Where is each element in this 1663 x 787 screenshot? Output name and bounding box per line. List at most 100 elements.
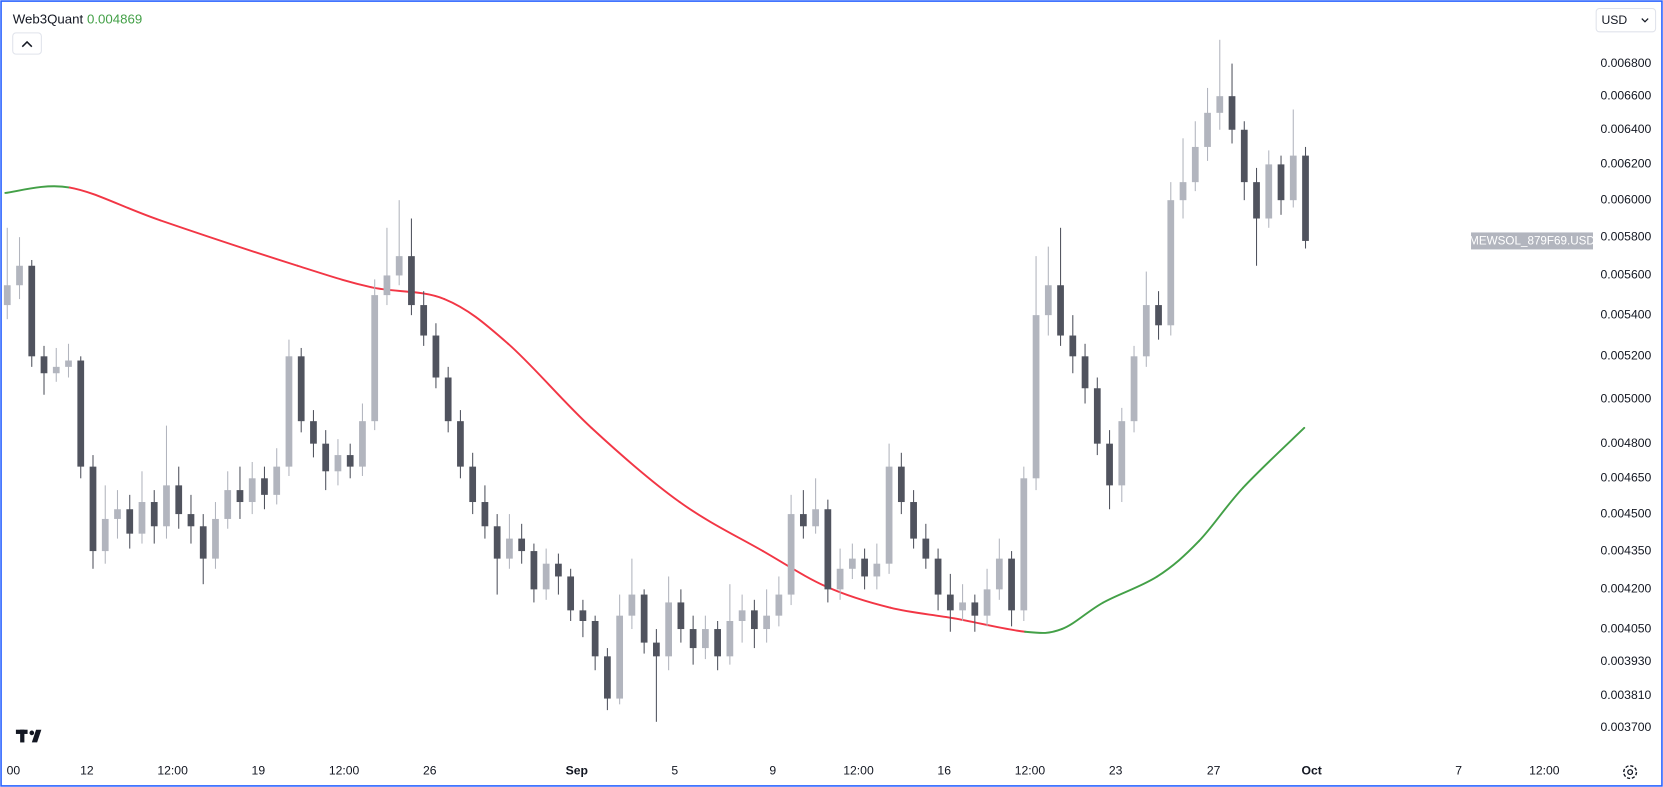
currency-select[interactable]: USD bbox=[1595, 7, 1657, 33]
currency-box[interactable] bbox=[1595, 7, 1657, 33]
indicator-line bbox=[4, 185, 71, 194]
indicator-line bbox=[507, 342, 593, 429]
candle-body bbox=[175, 485, 183, 515]
collapse-button-box[interactable] bbox=[12, 32, 42, 55]
candle-body bbox=[959, 602, 966, 611]
candle-body bbox=[530, 551, 538, 590]
candle-body bbox=[334, 455, 342, 472]
candle-body bbox=[1130, 356, 1138, 422]
candle-body bbox=[995, 558, 1003, 590]
candle-body bbox=[346, 455, 354, 467]
y-tick-label: 0.004050 bbox=[1600, 621, 1651, 635]
indicator-line bbox=[1197, 486, 1245, 543]
y-tick-label: 0.005200 bbox=[1600, 349, 1651, 363]
candle-body bbox=[775, 594, 783, 616]
indicator-line bbox=[1024, 628, 1063, 634]
candle-body bbox=[248, 478, 256, 503]
y-tick-label: 0.003930 bbox=[1600, 654, 1651, 668]
y-tick-label: 0.006600 bbox=[1600, 88, 1651, 102]
candle-body bbox=[1093, 388, 1101, 444]
candle-body bbox=[824, 509, 832, 590]
indicator-line bbox=[889, 606, 955, 620]
y-tick-label: 0.004200 bbox=[1600, 582, 1651, 596]
candle-body bbox=[493, 526, 501, 559]
currency-label: USD bbox=[1601, 13, 1627, 27]
candle-body bbox=[1240, 129, 1248, 183]
candle-body bbox=[1204, 112, 1211, 147]
candle-body bbox=[1302, 155, 1309, 241]
candle-body bbox=[1228, 96, 1236, 130]
candle-body bbox=[28, 265, 36, 357]
x-tick-label: 12:00 bbox=[843, 763, 874, 777]
candle-body bbox=[187, 514, 195, 527]
candle-body bbox=[1277, 164, 1285, 201]
candle-body bbox=[199, 526, 207, 559]
candle-body bbox=[702, 629, 709, 649]
x-tick-label: 5 bbox=[671, 763, 678, 777]
candle-body bbox=[567, 576, 575, 611]
candle-body bbox=[1142, 305, 1150, 357]
x-tick-label: 12:00 bbox=[157, 763, 188, 777]
y-tick-label: 0.006800 bbox=[1600, 56, 1651, 70]
candle-body bbox=[420, 305, 428, 336]
candle-body bbox=[297, 356, 305, 422]
candle-body bbox=[714, 629, 721, 657]
settings-button[interactable] bbox=[1623, 765, 1638, 780]
indicator-line bbox=[761, 550, 828, 588]
candle-body bbox=[273, 466, 281, 495]
candle-body bbox=[310, 421, 317, 444]
candle-body bbox=[1069, 335, 1077, 357]
y-tick-label: 0.004800 bbox=[1600, 436, 1651, 450]
x-tick-label: Oct bbox=[1301, 763, 1321, 777]
x-tick-label: 27 bbox=[1207, 763, 1221, 777]
candle-body bbox=[77, 360, 85, 467]
candle-body bbox=[1057, 285, 1064, 336]
candle-body bbox=[1265, 164, 1273, 219]
logo-part bbox=[29, 730, 35, 736]
y-tick-label: 0.006400 bbox=[1600, 122, 1651, 136]
candle-body bbox=[89, 466, 97, 552]
candle-body bbox=[261, 478, 268, 495]
candle-body bbox=[885, 466, 893, 564]
candle-body bbox=[555, 563, 562, 577]
candle-body bbox=[946, 594, 954, 611]
gear-icon[interactable] bbox=[1623, 765, 1638, 780]
candle-body bbox=[591, 621, 599, 657]
candle-body bbox=[101, 518, 109, 552]
candle-body bbox=[836, 568, 844, 590]
x-tick-label: 12:00 bbox=[329, 763, 360, 777]
indicator-line bbox=[825, 585, 892, 609]
x-tick-label: 26 bbox=[423, 763, 437, 777]
candle-body bbox=[1020, 478, 1028, 611]
y-tick-label: 0.005600 bbox=[1600, 268, 1651, 282]
candle-body bbox=[224, 490, 232, 519]
candle-body bbox=[1179, 182, 1187, 201]
candle-body bbox=[1106, 443, 1113, 486]
grid-layer: 0.006800 0.006600 0.006400 0.006200 0.006000… bbox=[7, 56, 1652, 777]
candle-body bbox=[40, 356, 48, 374]
chevron-icon bbox=[1641, 18, 1649, 23]
indicator-line bbox=[1156, 540, 1200, 578]
candle-body bbox=[138, 502, 146, 534]
candle-body bbox=[861, 558, 868, 577]
collapse-button[interactable] bbox=[12, 32, 42, 55]
candle-body bbox=[542, 563, 550, 590]
candle-body bbox=[848, 558, 856, 569]
x-tick-label: 16 bbox=[937, 763, 951, 777]
indicator-line bbox=[296, 264, 372, 289]
candle-body bbox=[812, 509, 819, 527]
candle-body bbox=[506, 538, 513, 559]
candle-body bbox=[616, 615, 624, 699]
candle-body bbox=[653, 642, 660, 657]
price-tag-layer: MEWSOL_879F69.USD bbox=[1469, 232, 1595, 250]
y-tick-label: 0.004350 bbox=[1600, 543, 1651, 557]
candle-body bbox=[579, 610, 587, 622]
candle-body bbox=[1167, 200, 1175, 326]
candle-body bbox=[1008, 558, 1015, 611]
x-tick-label: 12 bbox=[80, 763, 94, 777]
candle-body bbox=[1032, 315, 1040, 479]
logo-part bbox=[20, 729, 25, 743]
candle-body bbox=[469, 466, 477, 503]
candle-body bbox=[518, 538, 526, 552]
